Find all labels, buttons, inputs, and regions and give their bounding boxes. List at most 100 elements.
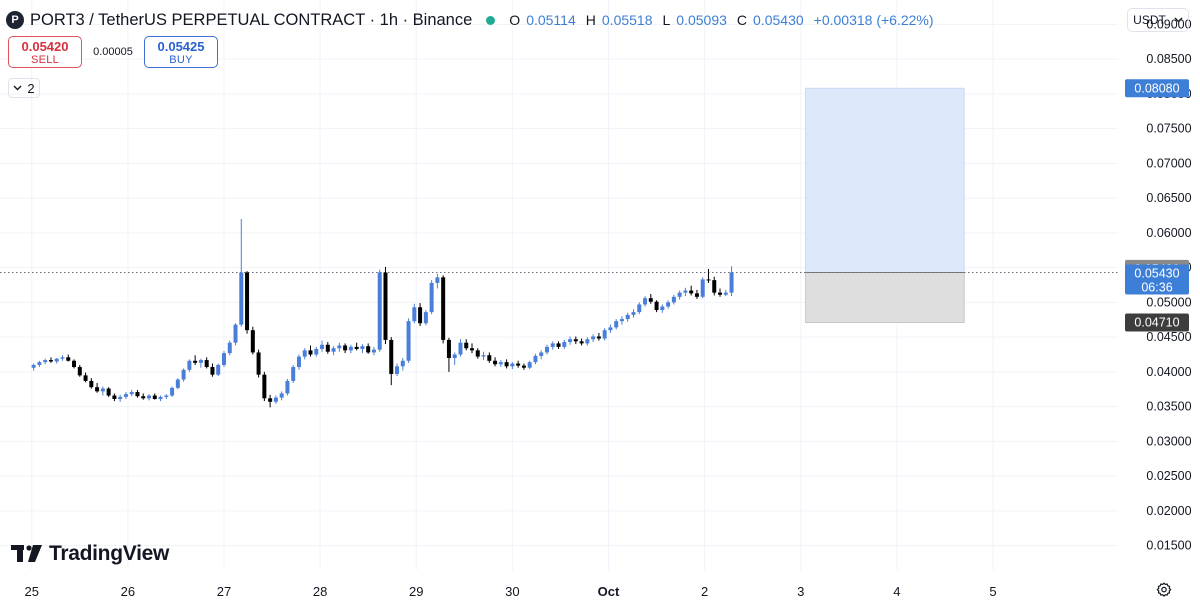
candle-body xyxy=(366,346,371,353)
chart-settings-button[interactable] xyxy=(1154,580,1174,600)
sell-button[interactable]: 0.05420 SELL xyxy=(8,36,82,68)
candle-body xyxy=(602,330,607,339)
candle-body xyxy=(712,280,717,293)
candle-body xyxy=(596,336,601,339)
candle-body xyxy=(360,346,365,349)
candle-body xyxy=(337,345,342,349)
price-tick-label: 0.02000 xyxy=(1146,504,1191,518)
candle-body xyxy=(706,279,711,281)
stop-zone xyxy=(805,271,965,324)
candle-body xyxy=(31,364,36,368)
time-tick-label: Oct xyxy=(598,584,620,599)
open-value: 0.05114 xyxy=(526,12,576,28)
candle-body xyxy=(273,397,278,402)
buy-label: BUY xyxy=(169,53,193,66)
time-axis[interactable]: 25 26 27 28 29 30 Oct 2 3 4 5 xyxy=(24,584,996,599)
candle-body xyxy=(123,394,128,397)
candle-body xyxy=(377,272,382,350)
candle-body xyxy=(573,339,578,342)
candle-body xyxy=(170,387,175,396)
candle-body xyxy=(608,327,613,331)
time-tick-label: 2 xyxy=(701,584,708,599)
candle-body xyxy=(106,388,111,396)
candle-body xyxy=(579,341,584,344)
candle-body xyxy=(129,392,134,395)
candle-body xyxy=(677,292,682,297)
candle-body xyxy=(498,362,503,365)
tradingview-logo-icon xyxy=(11,545,42,562)
candle-body xyxy=(135,392,140,397)
candle-body xyxy=(458,342,463,355)
candle-body xyxy=(718,292,723,295)
buy-button[interactable]: 0.05425 BUY xyxy=(144,36,218,68)
price-tick-label: 0.03500 xyxy=(1146,400,1191,414)
candle-body xyxy=(683,290,688,293)
candle-body xyxy=(516,363,521,366)
candle-body xyxy=(539,352,544,356)
chart-grid xyxy=(0,0,1118,570)
price-tick-label: 0.04000 xyxy=(1146,365,1191,379)
candle-body xyxy=(227,342,232,354)
long-position-tool[interactable] xyxy=(805,87,965,324)
candle-body xyxy=(550,343,555,347)
candle-body xyxy=(464,342,469,349)
price-tick-label: 0.04500 xyxy=(1146,330,1191,344)
candle-body xyxy=(493,360,498,365)
candle-body xyxy=(591,336,596,340)
indicators-toggle-button[interactable]: 2 xyxy=(8,78,40,98)
candle-body xyxy=(158,396,163,399)
price-tick-label: 0.08500 xyxy=(1146,52,1191,66)
close-label: C xyxy=(736,12,748,28)
candle-body xyxy=(562,342,567,347)
candle-body xyxy=(631,312,636,315)
candle-body xyxy=(694,293,699,297)
time-tick-label: 27 xyxy=(217,584,231,599)
candle-body xyxy=(141,396,146,399)
last-price-badge-text: 06:36 xyxy=(1141,280,1172,294)
candle-body xyxy=(614,321,619,328)
candle-body xyxy=(48,360,53,362)
time-tick-label: 30 xyxy=(505,584,519,599)
candle-body xyxy=(66,357,71,361)
price-tick-label: 0.07000 xyxy=(1146,156,1191,170)
candle-body xyxy=(77,367,82,376)
candle-body xyxy=(204,360,209,368)
candle-body xyxy=(221,353,226,365)
candle-body xyxy=(527,362,532,368)
candle-body xyxy=(470,348,475,351)
high-label: H xyxy=(585,12,596,28)
candle-body xyxy=(72,360,77,368)
tradingview-watermark[interactable]: TradingView xyxy=(11,542,169,566)
price-tick-label: 0.05000 xyxy=(1146,295,1191,309)
time-tick-label: 28 xyxy=(313,584,327,599)
candle-body xyxy=(418,307,423,324)
candle-body xyxy=(43,360,48,363)
candle-body xyxy=(723,292,728,295)
candle-body xyxy=(268,398,273,402)
candle-body xyxy=(441,277,446,340)
candle-body xyxy=(95,387,100,392)
low-label: L xyxy=(662,12,671,28)
close-value: 0.05430 xyxy=(753,12,804,28)
candle-body xyxy=(637,304,642,313)
trade-panel: 0.05420 SELL 0.00005 0.05425 BUY xyxy=(8,36,218,68)
symbol-title[interactable]: PORT3 / TetherUS PERPETUAL CONTRACT · 1h… xyxy=(30,10,473,29)
time-tick-label: 29 xyxy=(409,584,423,599)
last-price-badge-bg xyxy=(1125,264,1189,295)
open-label: O xyxy=(509,12,521,28)
time-tick-label: 4 xyxy=(893,584,900,599)
sell-label: SELL xyxy=(30,53,60,66)
candle-body xyxy=(210,367,215,375)
candle-body xyxy=(285,380,290,394)
candle-body xyxy=(256,352,261,375)
candle-body xyxy=(406,321,411,361)
candle-body xyxy=(147,395,152,399)
candle-body xyxy=(118,396,123,399)
candle-body xyxy=(343,345,348,351)
candle-body xyxy=(216,364,221,375)
currency-button[interactable]: USDT xyxy=(1127,8,1189,32)
symbol-logo-icon[interactable]: P xyxy=(6,11,24,29)
